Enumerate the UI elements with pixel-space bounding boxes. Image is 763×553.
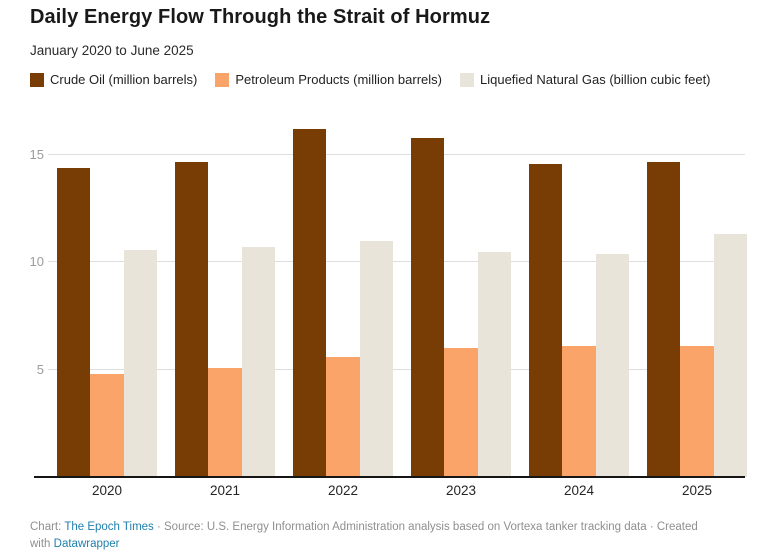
- datawrapper-link[interactable]: Datawrapper: [53, 538, 120, 550]
- bar-lng-2024[interactable]: [595, 253, 629, 477]
- x-axis-line: [34, 476, 745, 478]
- bar-crude-oil-2021[interactable]: [175, 161, 209, 477]
- legend-item-crude-oil: Crude Oil (million barrels): [30, 72, 197, 87]
- epoch-times-link[interactable]: The Epoch Times: [64, 521, 154, 533]
- bar-lng-2025[interactable]: [713, 234, 747, 477]
- footer-source-text: · Source: U.S. Energy Information Admini…: [30, 521, 698, 550]
- gridline-y-15: [48, 154, 745, 156]
- legend: Crude Oil (million barrels) Petroleum Pro…: [30, 72, 711, 87]
- legend-swatch-crude-oil: [30, 72, 44, 87]
- bar-petroleum-products-2021[interactable]: [208, 367, 242, 477]
- gridline-y-5: [48, 368, 745, 370]
- bar-group-2024: [529, 125, 629, 477]
- bar-group-2021: [175, 125, 275, 477]
- bar-crude-oil-2023[interactable]: [411, 137, 445, 477]
- x-axis-label-2022: 2022: [327, 483, 359, 498]
- bar-petroleum-products-2023[interactable]: [444, 348, 478, 477]
- bar-crude-oil-2022[interactable]: [293, 129, 327, 477]
- bar-lng-2020[interactable]: [123, 249, 157, 477]
- gridline-y-10: [48, 261, 745, 263]
- x-axis-label-2024: 2024: [563, 483, 595, 498]
- bar-petroleum-products-2025[interactable]: [680, 346, 714, 477]
- bar-petroleum-products-2022[interactable]: [326, 356, 360, 477]
- legend-label: Liquefied Natural Gas (billion cubic fee…: [480, 72, 711, 87]
- legend-item-lng: Liquefied Natural Gas (billion cubic fee…: [460, 72, 711, 87]
- bar-lng-2023[interactable]: [477, 251, 511, 477]
- bar-lng-2022[interactable]: [359, 240, 393, 477]
- bar-crude-oil-2020[interactable]: [57, 167, 91, 477]
- bar-group-2020: [57, 125, 157, 477]
- x-axis-label-2023: 2023: [445, 483, 477, 498]
- footer-chart-prefix: Chart:: [30, 521, 65, 533]
- legend-swatch-lng: [460, 72, 474, 87]
- plot-area: [48, 125, 747, 477]
- y-axis-tick-label: 5: [36, 361, 44, 377]
- x-axis-label-2020: 2020: [91, 483, 123, 498]
- footer-attribution: Chart: The Epoch Times · Source: U.S. En…: [30, 519, 702, 553]
- x-axis-label-2025: 2025: [681, 483, 713, 498]
- bar-crude-oil-2024[interactable]: [529, 163, 563, 477]
- legend-label: Petroleum Products (million barrels): [235, 72, 442, 87]
- x-axis-label-2021: 2021: [209, 483, 241, 498]
- bar-group-2023: [411, 125, 511, 477]
- legend-item-petroleum-products: Petroleum Products (million barrels): [215, 72, 442, 87]
- bar-petroleum-products-2024[interactable]: [562, 346, 596, 477]
- bar-group-2025: [647, 125, 747, 477]
- chart-title: Daily Energy Flow Through the Strait of …: [30, 6, 491, 28]
- legend-label: Crude Oil (million barrels): [50, 72, 198, 87]
- legend-swatch-petroleum-products: [215, 72, 230, 87]
- y-axis-tick-label: 10: [29, 254, 44, 270]
- bar-petroleum-products-2020[interactable]: [90, 373, 124, 477]
- bar-crude-oil-2025[interactable]: [647, 161, 681, 477]
- bar-group-2022: [293, 125, 393, 477]
- chart-subtitle: January 2020 to June 2025: [30, 43, 194, 58]
- y-axis-tick-label: 15: [29, 147, 44, 163]
- bar-lng-2021[interactable]: [241, 247, 275, 477]
